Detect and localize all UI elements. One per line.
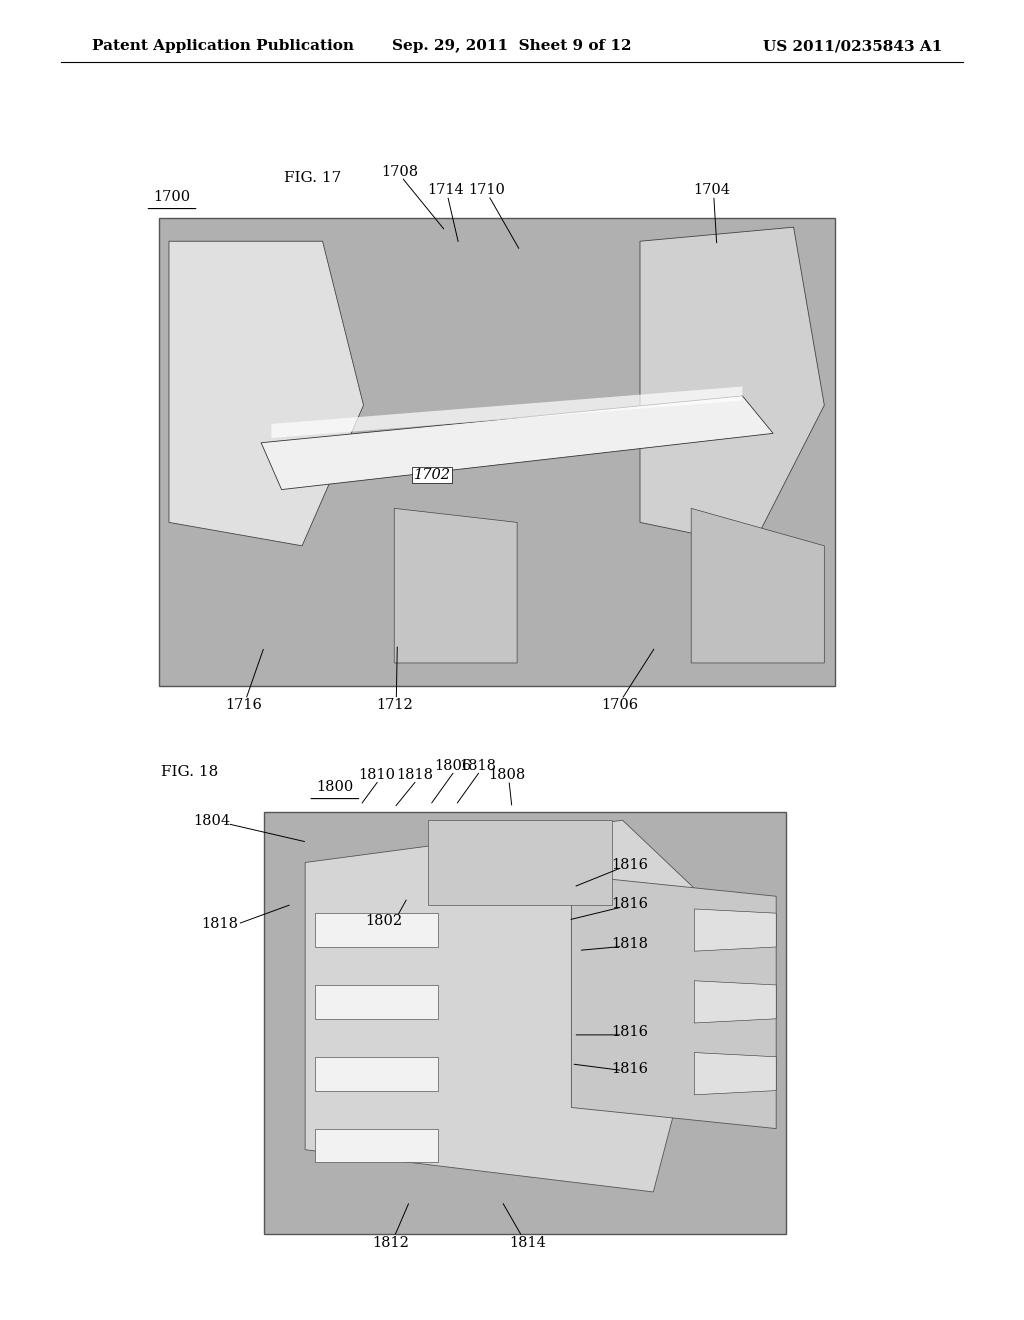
Text: 1702: 1702 — [414, 469, 451, 482]
Text: FIG. 18: FIG. 18 — [161, 766, 218, 779]
Text: 1812: 1812 — [373, 1237, 410, 1250]
Text: 1708: 1708 — [381, 165, 418, 178]
Polygon shape — [394, 508, 517, 663]
Polygon shape — [169, 242, 364, 546]
Polygon shape — [694, 1052, 776, 1094]
Text: 1700: 1700 — [154, 190, 190, 203]
Text: 1714: 1714 — [427, 183, 464, 197]
Text: 1814: 1814 — [509, 1237, 546, 1250]
Polygon shape — [428, 820, 612, 904]
Polygon shape — [261, 396, 773, 490]
Polygon shape — [315, 913, 438, 946]
Polygon shape — [315, 985, 438, 1019]
Text: 1800: 1800 — [316, 780, 353, 793]
Text: 1818: 1818 — [460, 759, 497, 772]
Text: Sep. 29, 2011  Sheet 9 of 12: Sep. 29, 2011 Sheet 9 of 12 — [392, 40, 632, 53]
Text: 1704: 1704 — [693, 183, 730, 197]
Text: 1816: 1816 — [611, 858, 648, 871]
Text: 1816: 1816 — [611, 898, 648, 911]
Text: FIG. 17: FIG. 17 — [284, 172, 341, 185]
Text: 1808: 1808 — [488, 768, 525, 781]
Polygon shape — [571, 875, 776, 1129]
Text: 1802: 1802 — [366, 915, 402, 928]
Polygon shape — [271, 387, 742, 438]
Text: 1818: 1818 — [611, 937, 648, 950]
Polygon shape — [694, 981, 776, 1023]
Bar — [264, 812, 786, 1234]
Bar — [159, 218, 835, 686]
Polygon shape — [315, 1129, 438, 1163]
Text: 1710: 1710 — [468, 183, 505, 197]
Text: 1712: 1712 — [376, 698, 413, 711]
Polygon shape — [305, 820, 725, 1192]
Polygon shape — [694, 909, 776, 952]
Text: 1806: 1806 — [434, 759, 471, 772]
Text: 1810: 1810 — [358, 768, 395, 781]
Text: 1716: 1716 — [225, 698, 262, 711]
Polygon shape — [640, 227, 824, 546]
Text: 1818: 1818 — [396, 768, 433, 781]
Text: 1818: 1818 — [202, 917, 239, 931]
Text: 1804: 1804 — [194, 814, 230, 828]
Text: 1816: 1816 — [611, 1063, 648, 1076]
Polygon shape — [315, 1057, 438, 1090]
Text: 1816: 1816 — [611, 1026, 648, 1039]
Text: Patent Application Publication: Patent Application Publication — [92, 40, 354, 53]
Polygon shape — [691, 508, 824, 663]
Text: US 2011/0235843 A1: US 2011/0235843 A1 — [763, 40, 942, 53]
Text: 1706: 1706 — [601, 698, 638, 711]
